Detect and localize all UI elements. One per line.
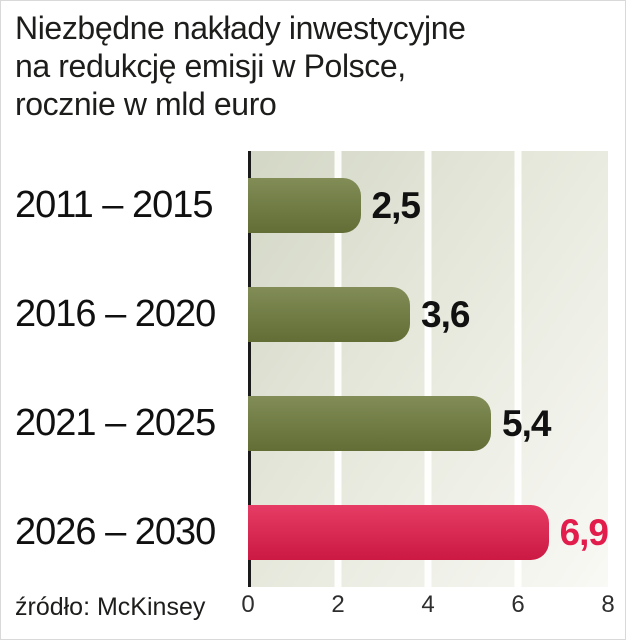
gridline [424, 151, 432, 587]
y-axis-line [248, 151, 251, 587]
value-bar [248, 505, 549, 560]
value-bar [248, 178, 361, 233]
value-label: 6,9 [559, 511, 609, 553]
bar-chart: 2011 – 2015 2,5 2016 – 2020 3,6 2021 – 2025 5… [1, 151, 625, 587]
category-label: 2011 – 2015 [15, 184, 214, 226]
x-tick-label: 2 [331, 591, 345, 618]
chart-row: 2011 – 2015 2,5 [1, 151, 625, 260]
value-label: 2,5 [371, 184, 421, 226]
category-label: 2016 – 2020 [15, 293, 216, 335]
chart-row: 2016 – 2020 3,6 [1, 260, 625, 369]
value-bar [248, 396, 491, 451]
bar-area: 2,5 [248, 151, 608, 260]
value-label: 3,6 [421, 293, 470, 335]
chart-title-line-3: rocznie w mld euro [15, 86, 277, 122]
category-label: 2021 – 2025 [15, 402, 216, 444]
value-bar [248, 287, 410, 342]
chart-rows: 2011 – 2015 2,5 2016 – 2020 3,6 2021 – 2025 5… [1, 151, 625, 587]
chart-title: Niezbędne nakłady inwestycyjne na redukc… [15, 9, 466, 123]
x-tick-label: 6 [511, 591, 525, 618]
x-tick-label: 8 [601, 591, 615, 618]
chart-footer: źródło: McKinsey 0 2 4 6 8 [1, 591, 625, 627]
gridline [334, 151, 342, 587]
value-label: 5,4 [502, 402, 551, 444]
chart-row: 2026 – 2030 6,9 [1, 478, 625, 587]
chart-title-line-2: na redukcję emisji w Polsce, [15, 48, 406, 84]
x-tick-label: 0 [241, 591, 255, 618]
x-axis-ticks: 0 2 4 6 8 [241, 591, 614, 623]
bar-area: 6,9 [248, 478, 609, 587]
chart-row: 2021 – 2025 5,4 [1, 369, 625, 478]
x-tick-label: 4 [421, 591, 435, 618]
chart-title-line-1: Niezbędne nakłady inwestycyjne [15, 10, 466, 46]
gridline [514, 151, 522, 587]
source-label: źródło: McKinsey [15, 593, 206, 621]
category-label: 2026 – 2030 [15, 511, 216, 553]
bar-area: 3,6 [248, 260, 608, 369]
bar-area: 5,4 [248, 369, 608, 478]
